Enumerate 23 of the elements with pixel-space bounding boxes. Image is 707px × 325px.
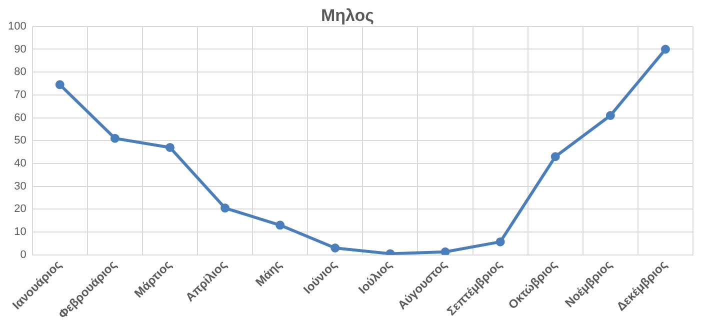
- point: [165, 142, 174, 152]
- point: [660, 44, 670, 54]
- y-tick-label: 80: [14, 66, 26, 78]
- point: [330, 244, 340, 253]
- point: [496, 237, 505, 246]
- point: [220, 204, 230, 213]
- y-tick-label: 100: [8, 20, 26, 32]
- point: [550, 152, 560, 162]
- y-tick-label: 40: [14, 158, 26, 170]
- point: [440, 247, 450, 255]
- chart-title: Μηλος: [320, 6, 374, 25]
- point: [276, 220, 285, 230]
- point: [606, 111, 615, 120]
- y-tick-label: 60: [14, 112, 26, 124]
- y-tick-label: 70: [14, 88, 26, 101]
- y-tick-label: 20: [14, 203, 26, 216]
- y-tick-label: 30: [14, 180, 26, 192]
- y-tick-label: 10: [14, 226, 26, 238]
- point: [110, 134, 120, 143]
- y-tick-label: 90: [14, 43, 26, 56]
- y-tick-label: 50: [14, 134, 26, 147]
- y-tick-label: 0: [20, 248, 26, 261]
- point: [55, 80, 64, 90]
